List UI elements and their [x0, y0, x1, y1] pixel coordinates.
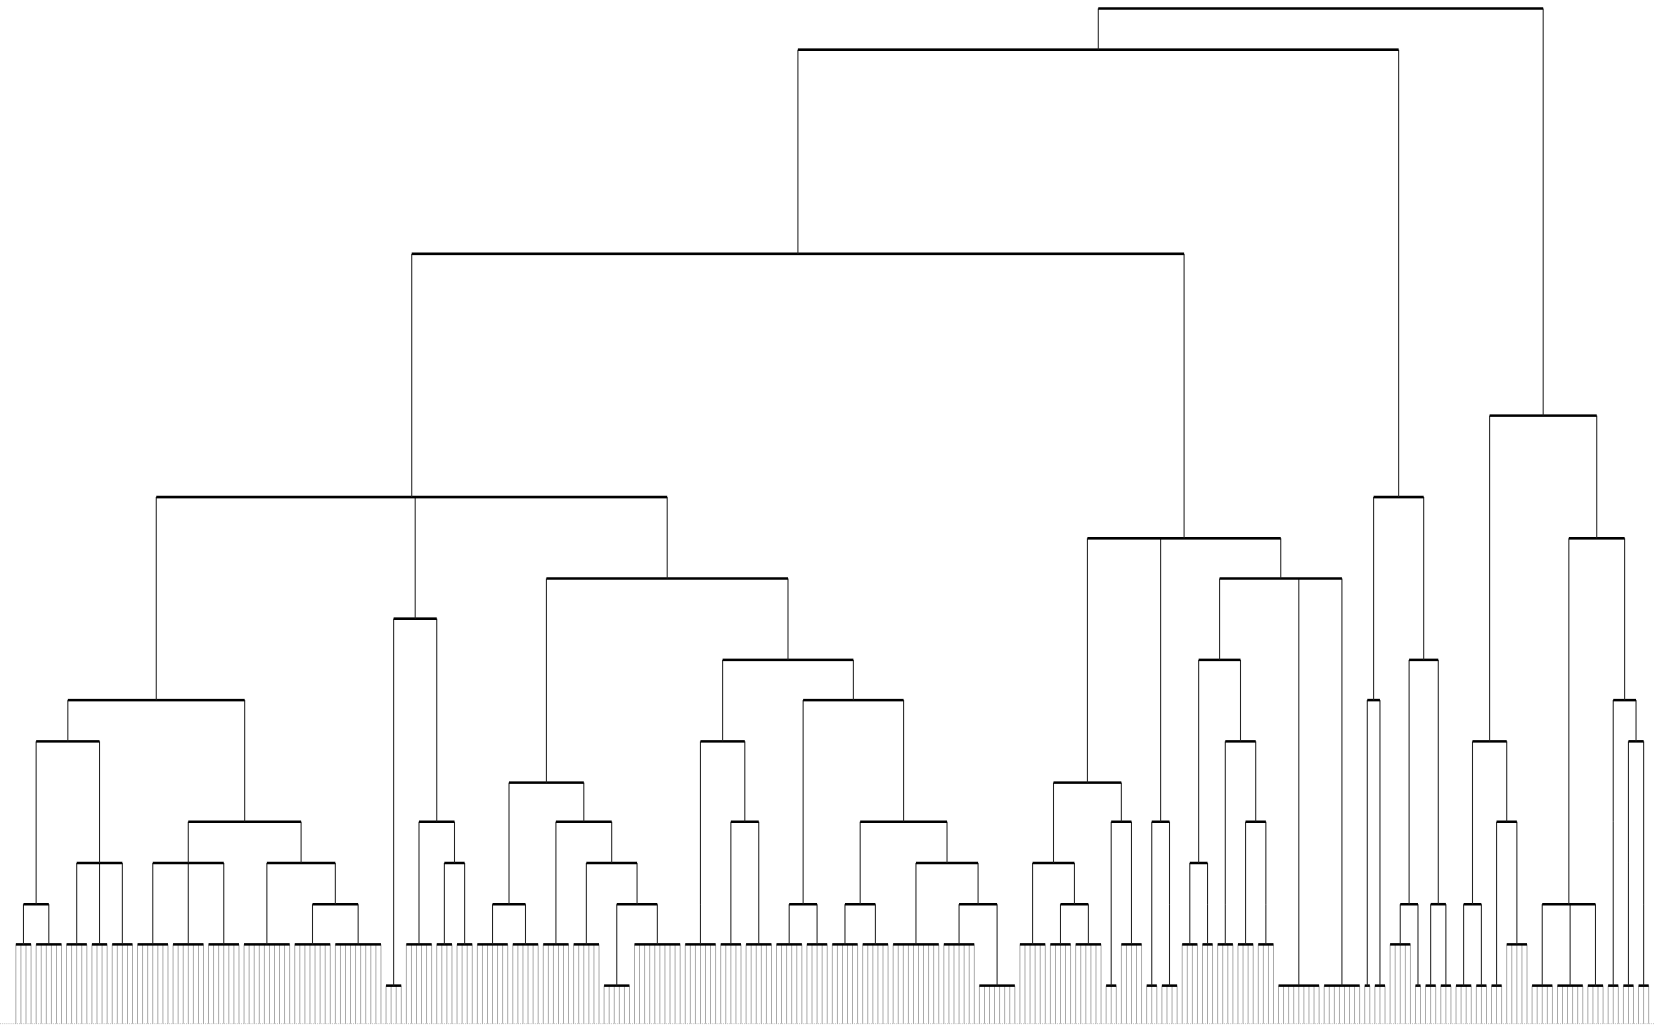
dendrogram [0, 7, 1654, 1025]
page: (() => { const svg = document.getElement… [0, 7, 1654, 1025]
